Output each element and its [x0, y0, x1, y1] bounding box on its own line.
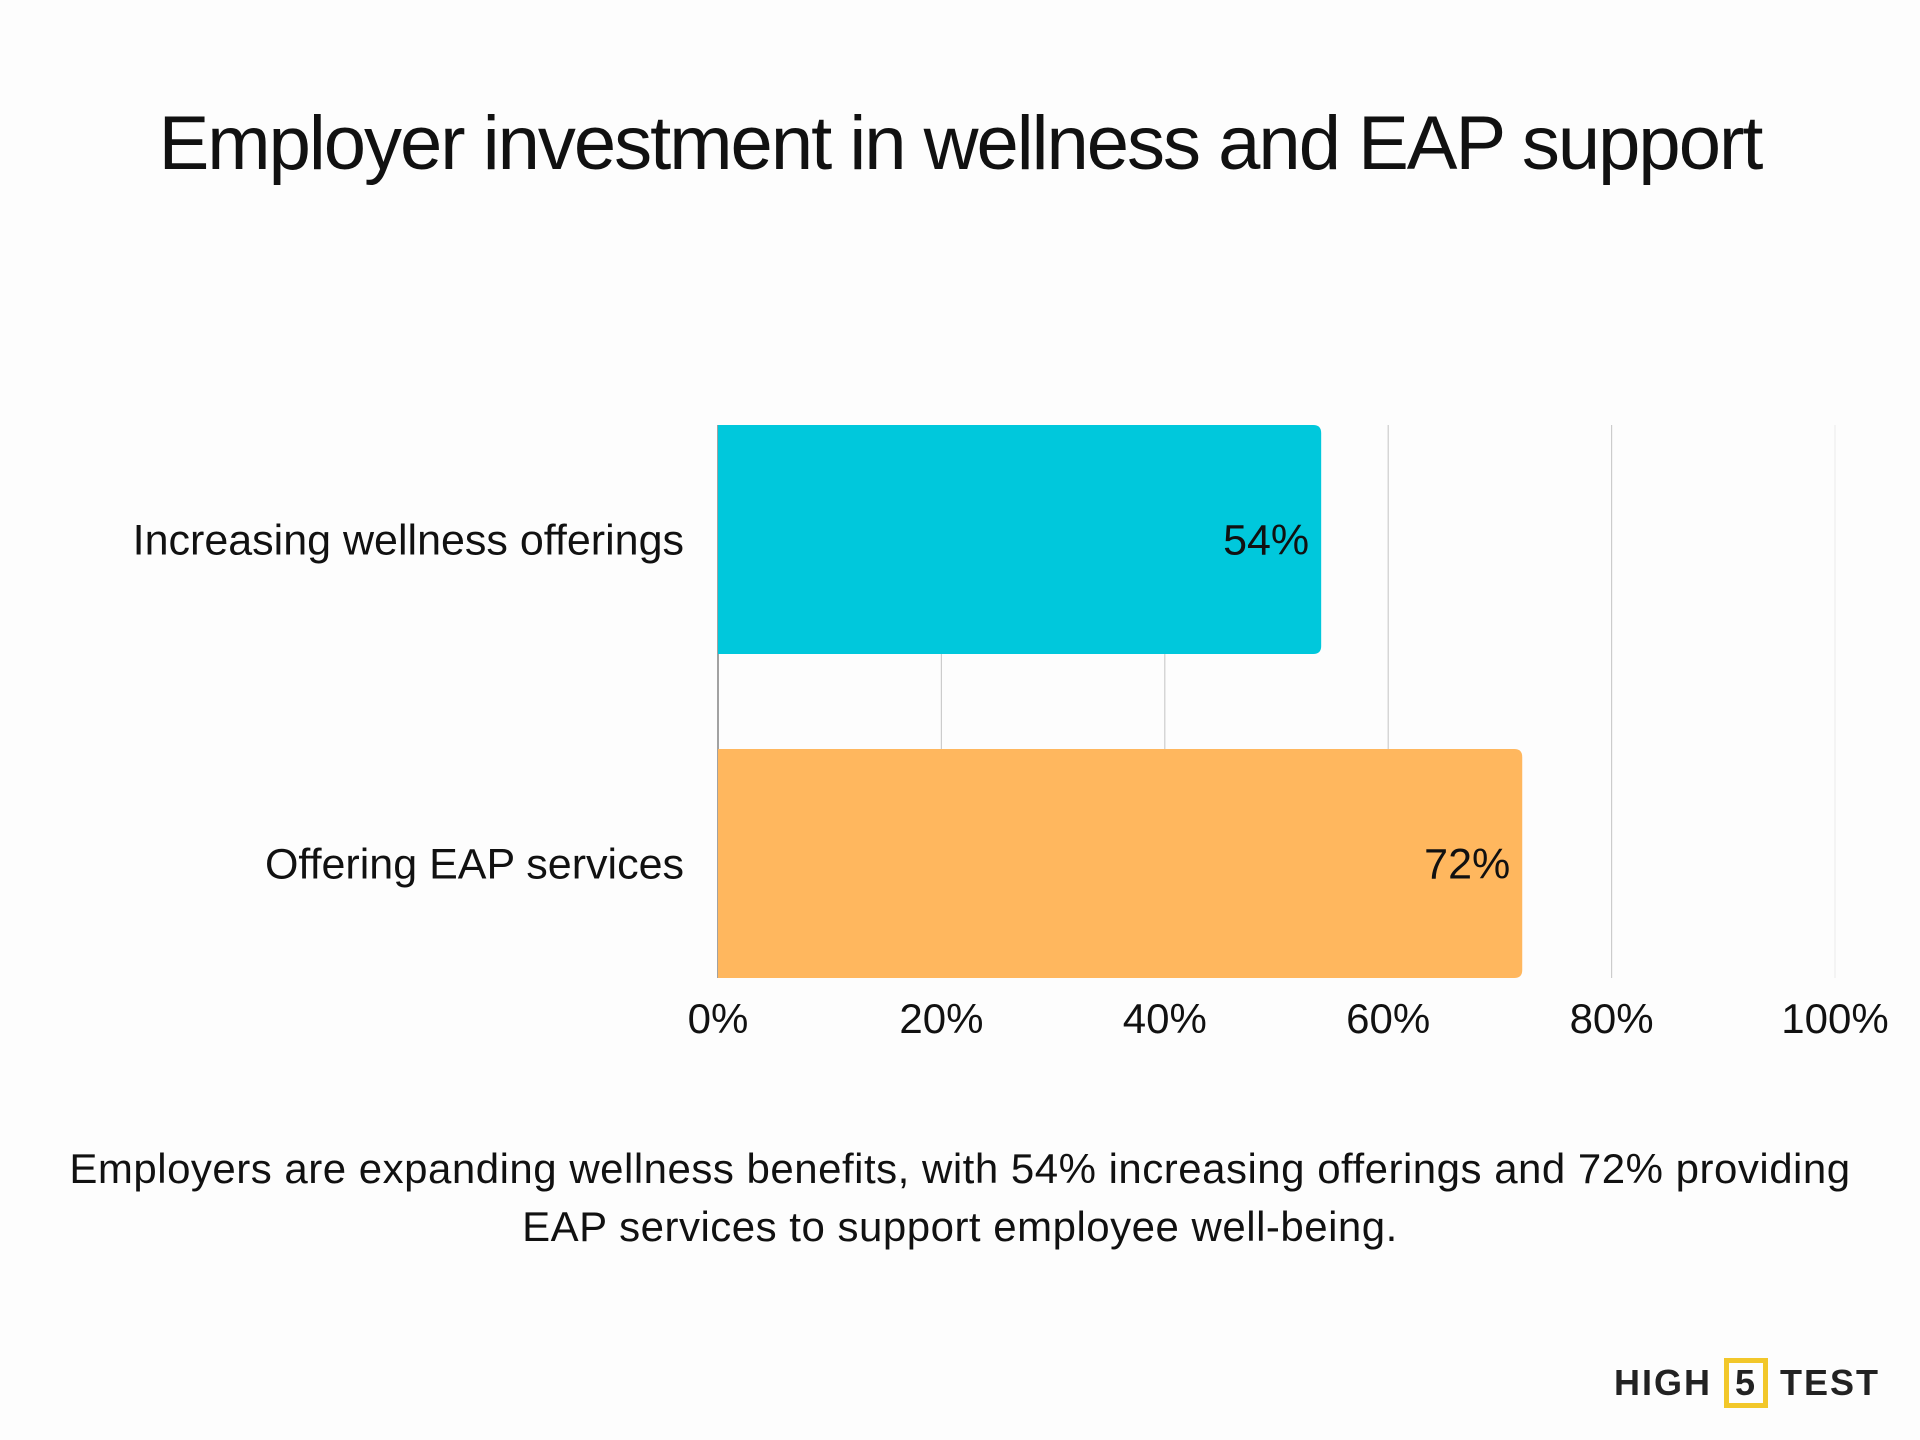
bar [718, 749, 1523, 978]
data-label: 54% [1223, 517, 1309, 565]
category-label: Increasing wellness offerings [133, 517, 684, 565]
x-tick-label: 0% [688, 995, 749, 1042]
logo-five-box: 5 [1724, 1358, 1769, 1408]
chart-title: Employer investment in wellness and EAP … [158, 101, 1764, 186]
bar [718, 425, 1322, 654]
data-label: 72% [1424, 841, 1510, 889]
category-label: Offering EAP services [265, 841, 684, 889]
x-tick-label: 40% [1123, 995, 1207, 1042]
x-tick-label: 80% [1570, 995, 1654, 1042]
x-tick-label: 20% [899, 995, 983, 1042]
bar-chart: 0% 20% 40% 60% 80% 100% Increasing wellness of… [133, 425, 1889, 1042]
logo-text-high: HIGH [1614, 1362, 1712, 1403]
logo-text-test: TEST [1780, 1362, 1881, 1403]
x-tick-label: 100% [1781, 995, 1888, 1042]
brand-logo: HIGH 5 TEST [1614, 1358, 1880, 1408]
x-tick-label: 60% [1346, 995, 1430, 1042]
chart-caption: Employers are expanding wellness benefit… [69, 1145, 1851, 1250]
